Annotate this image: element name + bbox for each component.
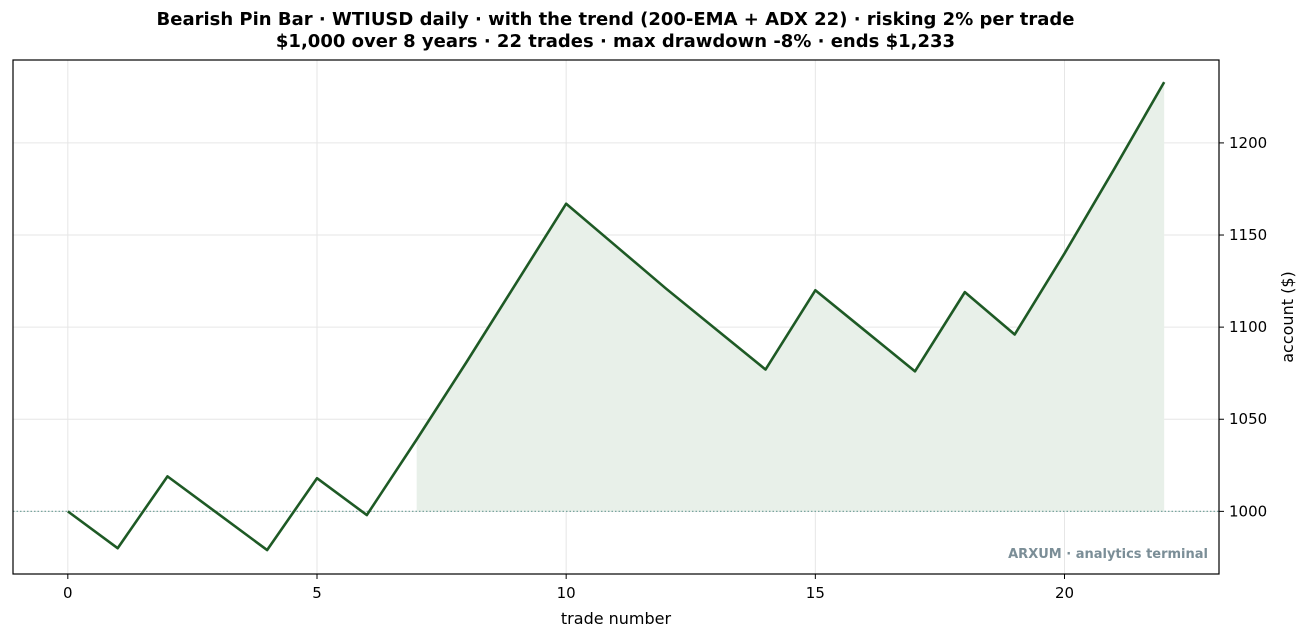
equity-series-line — [67, 81, 1166, 552]
plot-frame — [12, 59, 1220, 575]
x-tick-label: 5 — [312, 584, 322, 602]
y-tick-label: 1100 — [1229, 318, 1267, 336]
y-tick-label: 1200 — [1229, 134, 1267, 152]
x-axis-label: trade number — [561, 609, 672, 628]
chart-subtitle: $1,000 over 8 years · 22 trades · max dr… — [275, 31, 956, 52]
x-tick-label: 10 — [557, 584, 576, 602]
y-tick-label: 1000 — [1229, 502, 1267, 520]
y-axis-label: account ($) — [1278, 271, 1297, 363]
y-tick-label: 1150 — [1229, 226, 1267, 244]
chart-title: Bearish Pin Bar · WTIUSD daily · with th… — [156, 9, 1075, 30]
profit-area-fill — [416, 82, 1165, 512]
y-tick-label: 1050 — [1229, 410, 1267, 428]
tick-layer: 0 5 10 15 20 1000 1050 1100 1150 1200 — [63, 134, 1267, 602]
x-tick-label: 0 — [63, 584, 73, 602]
watermark-text: ARXUM · analytics terminal — [1008, 547, 1208, 562]
x-tick-label: 15 — [806, 584, 825, 602]
x-tick-label: 20 — [1055, 584, 1074, 602]
